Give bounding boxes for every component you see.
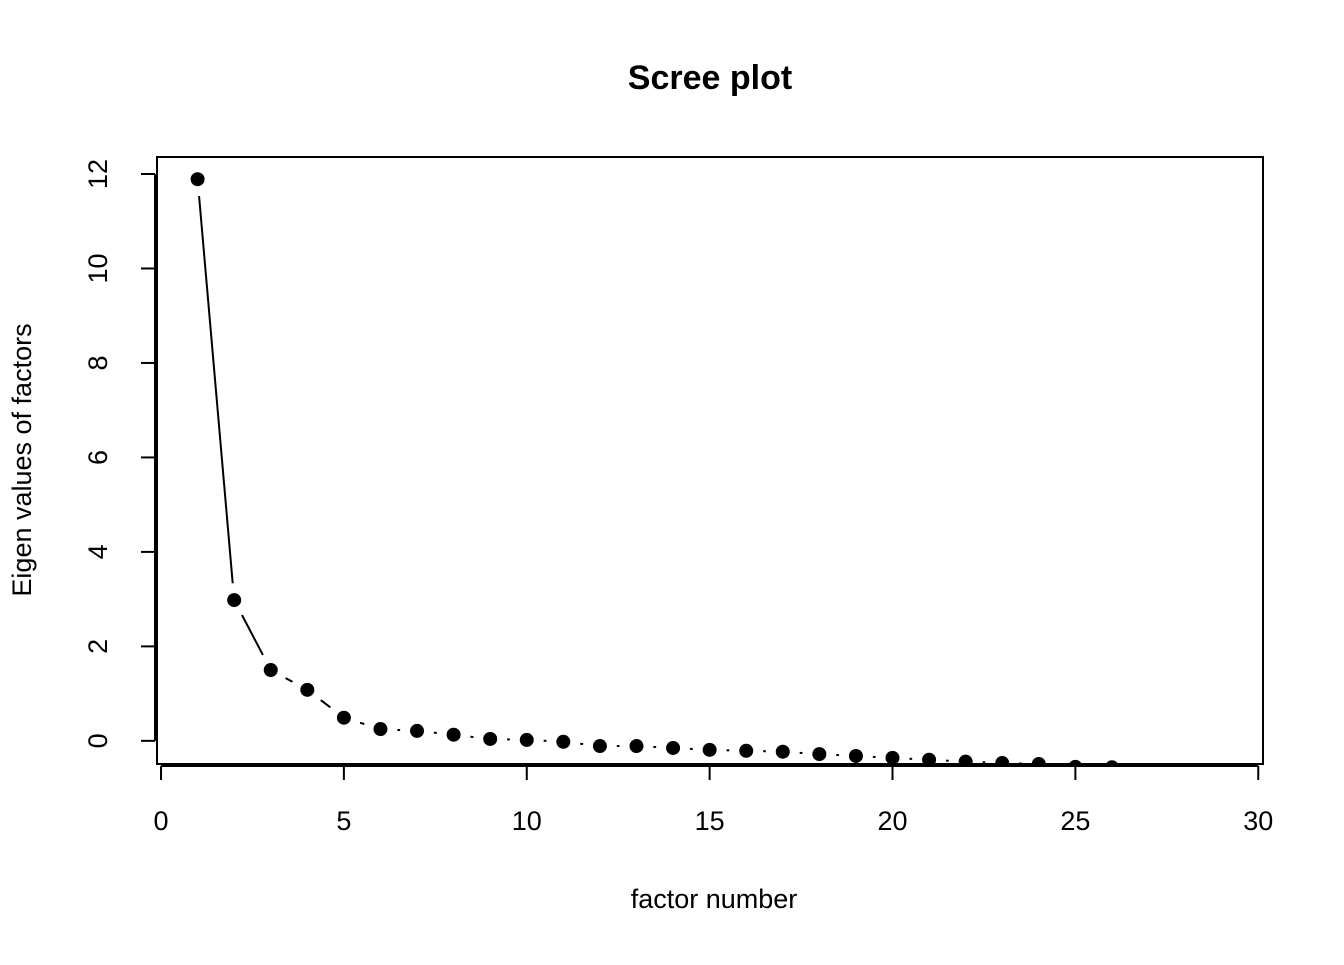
point xyxy=(848,748,863,763)
point xyxy=(739,743,754,758)
x-tick-label: 0 xyxy=(154,806,169,836)
y-tick-label: 0 xyxy=(83,733,113,748)
x-tick-label: 5 xyxy=(336,806,351,836)
point-gap xyxy=(1058,749,1093,764)
y-tick-label: 4 xyxy=(83,544,113,559)
plot-border xyxy=(156,156,1264,765)
point xyxy=(300,682,315,697)
point xyxy=(1031,757,1046,764)
point xyxy=(336,710,351,725)
point xyxy=(995,756,1010,764)
x-tick-label: 10 xyxy=(512,806,542,836)
y-tick-label: 8 xyxy=(83,355,113,370)
point-gap xyxy=(985,746,1020,764)
x-tick-label: 30 xyxy=(1243,806,1273,836)
point xyxy=(410,723,425,738)
plot-area xyxy=(180,162,1129,764)
point-gap xyxy=(1021,747,1056,764)
point xyxy=(958,754,973,764)
point xyxy=(263,662,278,677)
x-tick-label: 15 xyxy=(695,806,725,836)
x-axis-label: factor number xyxy=(631,884,798,914)
point xyxy=(592,739,607,754)
x-tick-label: 20 xyxy=(877,806,907,836)
point xyxy=(556,734,571,749)
y-tick-label: 2 xyxy=(83,639,113,654)
point xyxy=(446,727,461,742)
point xyxy=(373,722,388,737)
point xyxy=(922,752,937,764)
point xyxy=(519,732,534,747)
x-tick-label: 25 xyxy=(1060,806,1090,836)
point xyxy=(1068,759,1082,764)
point xyxy=(775,744,790,759)
point-gap xyxy=(1095,750,1129,764)
y-tick-label: 10 xyxy=(83,253,113,283)
series-line xyxy=(196,179,1052,764)
point-gap xyxy=(948,744,983,764)
y-axis-label: Eigen values of factors xyxy=(7,323,37,596)
point xyxy=(666,740,681,755)
y-tick-label: 12 xyxy=(83,159,113,189)
point xyxy=(885,750,900,764)
point xyxy=(1105,760,1119,764)
point xyxy=(629,739,644,754)
chart-title: Scree plot xyxy=(628,59,792,97)
point xyxy=(812,747,827,762)
y-tick-label: 6 xyxy=(83,450,113,465)
point xyxy=(483,731,498,746)
point xyxy=(227,593,242,608)
point xyxy=(702,742,717,757)
point xyxy=(190,172,205,187)
